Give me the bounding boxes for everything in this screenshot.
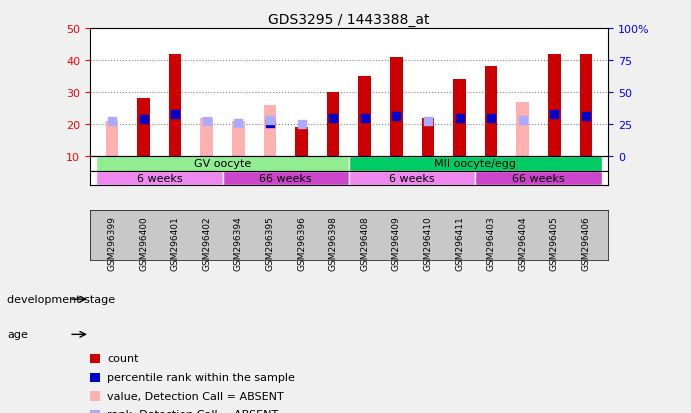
- Bar: [169, 55, 182, 157]
- Text: GSM296394: GSM296394: [234, 216, 243, 270]
- FancyBboxPatch shape: [96, 157, 349, 171]
- Text: development stage: development stage: [7, 294, 115, 304]
- Bar: [295, 128, 308, 157]
- Text: 6 weeks: 6 weeks: [389, 173, 435, 183]
- Text: GSM296398: GSM296398: [329, 216, 338, 271]
- Text: value, Detection Call = ABSENT: value, Detection Call = ABSENT: [107, 391, 284, 401]
- Text: GSM296402: GSM296402: [202, 216, 211, 270]
- Text: GSM296401: GSM296401: [171, 216, 180, 270]
- Bar: [359, 77, 371, 157]
- Point: [359, 115, 370, 122]
- Point: [518, 118, 529, 124]
- Text: GSM296395: GSM296395: [265, 216, 274, 271]
- Bar: [106, 121, 118, 157]
- Point: [549, 111, 560, 118]
- Point: [328, 115, 339, 122]
- Bar: [264, 106, 276, 157]
- FancyBboxPatch shape: [475, 171, 602, 186]
- Text: 66 weeks: 66 weeks: [512, 173, 565, 183]
- Point: [169, 111, 180, 118]
- Bar: [548, 55, 560, 157]
- Text: 6 weeks: 6 weeks: [137, 173, 182, 183]
- Bar: [422, 119, 434, 157]
- Point: [580, 114, 591, 120]
- Text: MII oocyte/egg: MII oocyte/egg: [435, 159, 516, 169]
- Bar: [580, 55, 592, 157]
- Text: age: age: [7, 330, 28, 339]
- Text: GSM296403: GSM296403: [486, 216, 495, 270]
- Text: rank, Detection Call = ABSENT: rank, Detection Call = ABSENT: [107, 409, 278, 413]
- Bar: [516, 102, 529, 157]
- Text: GSM296399: GSM296399: [107, 216, 117, 271]
- Bar: [200, 119, 213, 157]
- Point: [296, 121, 307, 128]
- Point: [233, 120, 244, 127]
- Point: [486, 115, 497, 122]
- Point: [201, 119, 212, 126]
- Text: percentile rank within the sample: percentile rank within the sample: [107, 372, 295, 382]
- Point: [422, 119, 433, 126]
- Point: [454, 115, 465, 122]
- Point: [106, 119, 117, 126]
- Text: GSM296396: GSM296396: [297, 216, 306, 271]
- Text: count: count: [107, 354, 139, 363]
- Bar: [390, 58, 403, 157]
- Bar: [138, 99, 150, 157]
- Text: GSM296405: GSM296405: [550, 216, 559, 270]
- Title: GDS3295 / 1443388_at: GDS3295 / 1443388_at: [268, 12, 430, 26]
- Text: GSM296406: GSM296406: [581, 216, 591, 270]
- Text: GSM296404: GSM296404: [518, 216, 527, 270]
- Point: [138, 116, 149, 123]
- Text: GSM296411: GSM296411: [455, 216, 464, 270]
- Text: GSM296400: GSM296400: [139, 216, 148, 270]
- Text: 66 weeks: 66 weeks: [259, 173, 312, 183]
- Text: GSM296410: GSM296410: [424, 216, 433, 270]
- Text: GSM296409: GSM296409: [392, 216, 401, 270]
- Point: [391, 114, 402, 120]
- FancyBboxPatch shape: [96, 171, 223, 186]
- FancyBboxPatch shape: [223, 171, 349, 186]
- Bar: [232, 121, 245, 157]
- FancyBboxPatch shape: [349, 157, 602, 171]
- FancyBboxPatch shape: [349, 171, 475, 186]
- Point: [265, 120, 276, 127]
- Text: GV oocyte: GV oocyte: [194, 159, 251, 169]
- Bar: [327, 93, 339, 157]
- Text: GSM296408: GSM296408: [360, 216, 369, 270]
- Bar: [485, 67, 498, 157]
- Bar: [453, 80, 466, 157]
- Point: [265, 118, 276, 124]
